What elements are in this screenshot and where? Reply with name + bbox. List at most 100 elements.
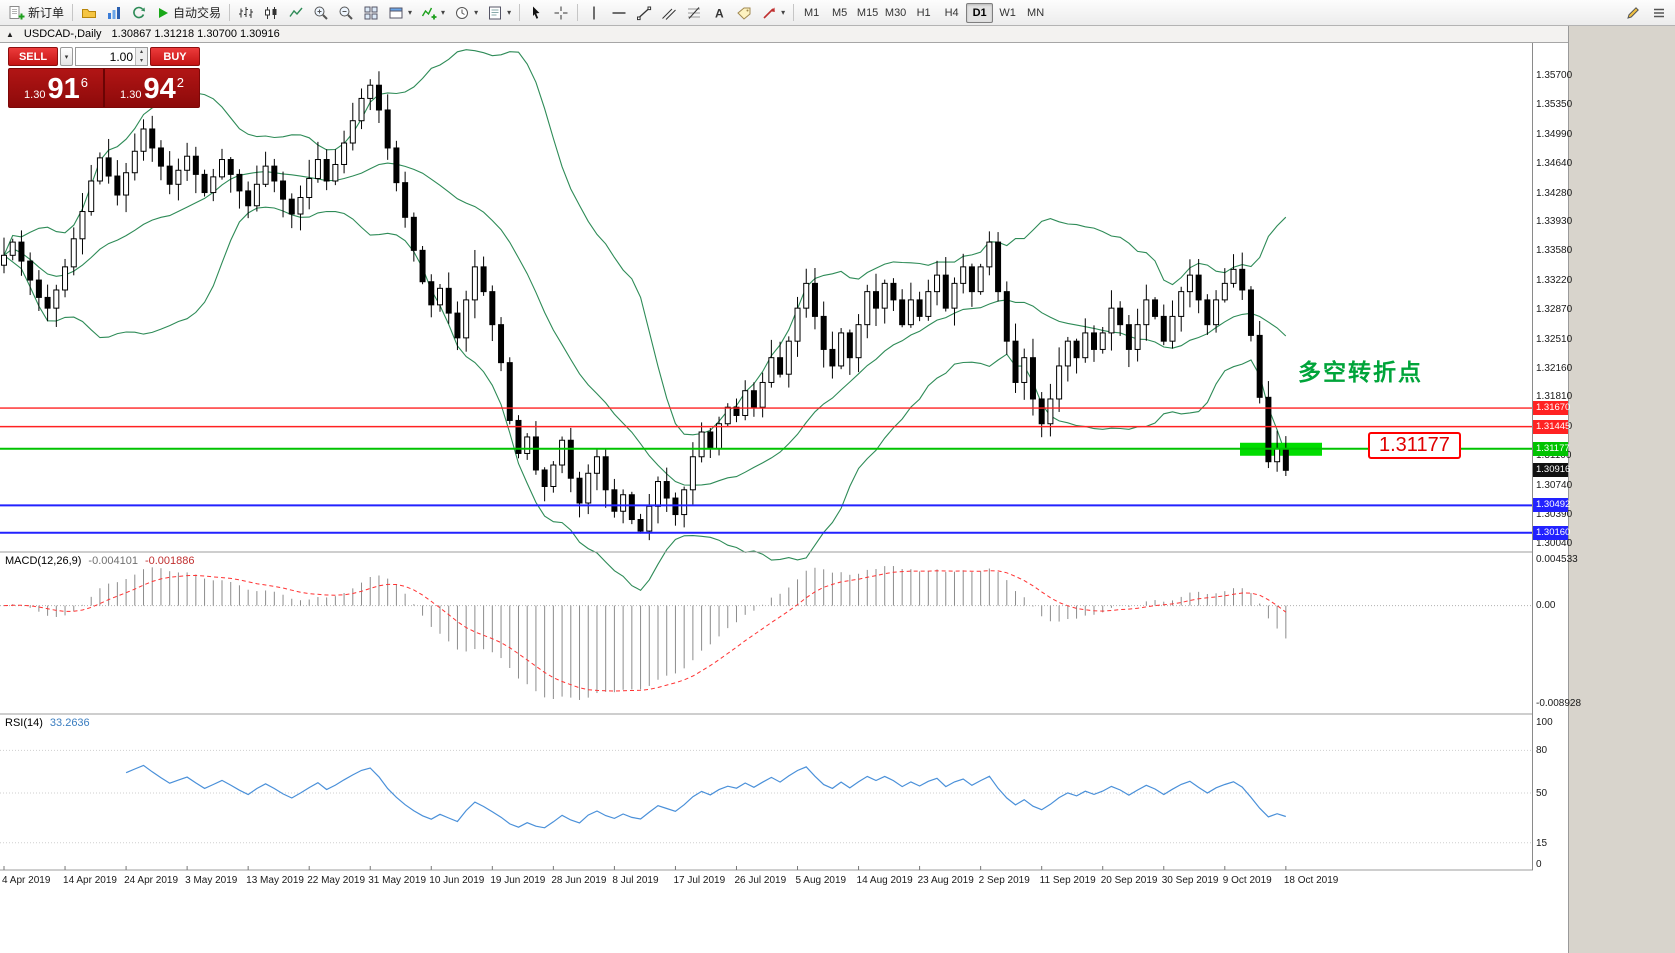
rsi-axis-tick: 15 — [1536, 837, 1548, 849]
price-tick: 1.34280 — [1536, 187, 1573, 199]
date-label: 14 Apr 2019 — [63, 875, 117, 886]
date-label: 3 May 2019 — [185, 875, 238, 886]
autotrading-play-icon — [159, 7, 169, 18]
crosshair-icon — [554, 6, 568, 19]
tile-windows-button[interactable] — [359, 2, 383, 24]
text-tool-button[interactable]: A — [707, 2, 731, 24]
crosshair-button[interactable] — [549, 2, 573, 24]
buy-button[interactable]: BUY — [150, 47, 200, 66]
new-order-button[interactable]: 新订单 — [4, 2, 68, 24]
buy-price[interactable]: 1.30 94 2 — [105, 69, 199, 107]
sell-price-sup: 6 — [80, 75, 88, 90]
label-tool-button[interactable] — [732, 2, 756, 24]
periods-button[interactable]: ▾ — [450, 2, 482, 24]
price-callout-label[interactable]: 1.31177 — [1368, 432, 1461, 459]
date-label: 30 Sep 2019 — [1161, 875, 1219, 886]
templates-button[interactable]: ▾ — [483, 2, 515, 24]
price-tick: 1.35350 — [1536, 99, 1573, 111]
sell-button[interactable]: SELL — [8, 47, 58, 66]
macd-axis-max: 0.004533 — [1536, 554, 1578, 565]
candlestick-icon — [265, 6, 277, 19]
equidistant-channel-icon — [662, 8, 676, 20]
volume-spinner[interactable]: ▴ ▾ — [135, 48, 147, 65]
timeframe-D1[interactable]: D1 — [966, 2, 994, 23]
indicators-button[interactable]: ▾ — [417, 2, 449, 24]
price-tick: 1.30740 — [1536, 479, 1573, 491]
turning-point-annotation[interactable]: 多空转折点 — [1298, 359, 1423, 385]
date-label: 26 Jul 2019 — [734, 875, 787, 886]
divider — [229, 4, 231, 21]
fibonacci-tool-button[interactable] — [682, 2, 706, 24]
new-window-button[interactable]: ▾ — [384, 2, 416, 24]
timeframe-H4[interactable]: H4 — [938, 3, 965, 23]
collapse-icon[interactable]: ▲ — [6, 29, 14, 39]
channel-tool-button[interactable] — [657, 2, 681, 24]
menu-button[interactable] — [1647, 2, 1671, 24]
cursor-button[interactable] — [524, 2, 548, 24]
price-tick: 1.33930 — [1536, 216, 1573, 228]
candlestick-mode-button[interactable] — [259, 2, 283, 24]
rsi-indicator-label: RSI(14) 33.2636 — [5, 717, 90, 729]
dropdown-icon: ▾ — [474, 8, 479, 17]
main-toolbar: 新订单 自动交易 — [0, 0, 1675, 26]
timeframe-M5[interactable]: M5 — [826, 3, 853, 23]
refresh-button[interactable] — [127, 2, 151, 24]
add-indicator-icon — [421, 7, 437, 19]
rsi-axis-tick: 0 — [1536, 859, 1542, 870]
timeframe-W1[interactable]: W1 — [994, 3, 1021, 23]
buy-price-big: 94 — [143, 73, 176, 105]
price-axis[interactable]: 0.004533 0.00 -0.008928 1.35700 1.35350 1.… — [1533, 43, 1581, 873]
trendline-tool-button[interactable] — [632, 2, 656, 24]
date-label: 2 Sep 2019 — [978, 875, 1030, 886]
fibonacci-icon — [688, 6, 701, 19]
date-label: 22 May 2019 — [307, 875, 366, 886]
chart-ohlc-values: 1.30867 1.31218 1.30700 1.30916 — [111, 28, 280, 40]
price-tick: 1.34990 — [1536, 128, 1573, 140]
divider — [793, 4, 795, 21]
divider — [519, 4, 521, 21]
price-badge: 1.30916 — [1533, 463, 1570, 478]
dropdown-icon: ▾ — [408, 8, 413, 17]
timeframe-M15[interactable]: M15 — [854, 3, 881, 23]
spin-down-icon[interactable]: ▾ — [136, 56, 147, 65]
timeframe-H1[interactable]: H1 — [910, 3, 937, 23]
market-watch-button[interactable] — [102, 2, 126, 24]
price-tick: 1.30040 — [1536, 537, 1573, 549]
new-order-icon — [9, 5, 25, 19]
autotrading-button[interactable]: 自动交易 — [152, 2, 225, 24]
macd-histogram — [12, 566, 1287, 700]
volume-dropdown-icon[interactable]: ▾ — [60, 47, 73, 66]
macd-main-value: -0.004101 — [88, 555, 138, 567]
vertical-line-tool-button[interactable] — [582, 2, 606, 24]
macd-name: MACD(12,26,9) — [5, 555, 82, 567]
volume-field[interactable]: 1.00 ▴ ▾ — [75, 47, 148, 66]
chart-canvas[interactable] — [0, 43, 1568, 873]
rsi-axis-tick: 50 — [1536, 788, 1548, 799]
bar-chart-mode-button[interactable] — [234, 2, 258, 24]
line-chart-mode-button[interactable] — [284, 2, 308, 24]
price-tick: 1.30390 — [1536, 508, 1573, 520]
bar-graph-icon — [108, 6, 121, 19]
date-label: 5 Aug 2019 — [795, 875, 847, 886]
dropdown-icon: ▾ — [441, 8, 446, 17]
profiles-button[interactable] — [77, 2, 101, 24]
macd-axis-min: -0.008928 — [1536, 698, 1582, 709]
arrows-tool-button[interactable]: ▾ — [757, 2, 789, 24]
price-tick: 1.32510 — [1536, 333, 1573, 345]
workspace-background — [1568, 26, 1675, 953]
edit-button[interactable] — [1621, 2, 1645, 24]
timeframe-MN[interactable]: MN — [1022, 3, 1049, 23]
zoom-in-button[interactable] — [309, 2, 333, 24]
date-label: 31 May 2019 — [368, 875, 427, 886]
price-tick: 1.32160 — [1536, 362, 1573, 374]
timeframe-M30[interactable]: M30 — [882, 3, 909, 23]
time-axis[interactable]: 4 Apr 2019 14 Apr 2019 24 Apr 2019 3 May 20… — [0, 873, 1532, 889]
horizontal-line-tool-button[interactable] — [607, 2, 631, 24]
spin-up-icon[interactable]: ▴ — [136, 48, 147, 57]
zoom-out-button[interactable] — [334, 2, 358, 24]
volume-value[interactable]: 1.00 — [109, 49, 133, 64]
timeframe-M1[interactable]: M1 — [798, 3, 825, 23]
template-icon — [489, 6, 502, 19]
date-label: 11 Sep 2019 — [1039, 875, 1096, 886]
sell-price[interactable]: 1.30 91 6 — [9, 69, 103, 107]
